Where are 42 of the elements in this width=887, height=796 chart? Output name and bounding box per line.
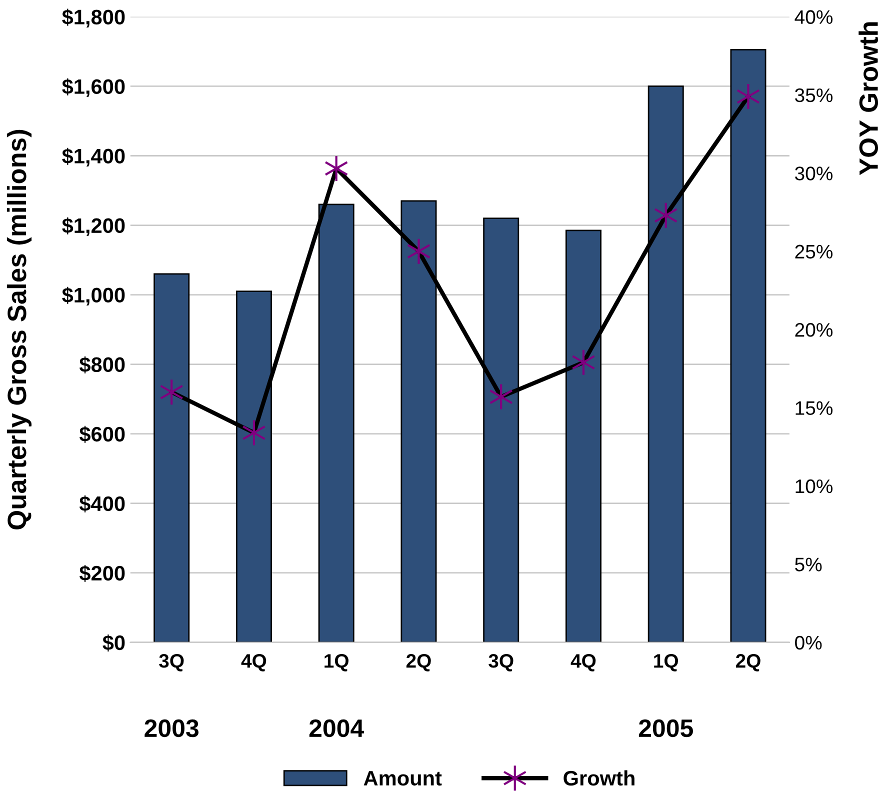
y-tick-label: $200	[79, 564, 125, 582]
y-tick-label: $400	[79, 495, 125, 512]
point	[736, 82, 760, 110]
x-tick-label: 3Q	[159, 654, 184, 672]
x-tick-label: 4Q	[570, 654, 596, 672]
text: 2003	[144, 719, 198, 738]
x-tick-label: 2Q	[736, 654, 760, 672]
x-tick-label: 1Q	[324, 654, 348, 672]
x-tick-label: 1Q	[654, 654, 678, 672]
y2-tick-label: 20%	[795, 323, 833, 337]
y-tick-label: $1,800	[62, 8, 125, 28]
y2-tick-label: 30%	[795, 166, 833, 180]
y-tick-label: $1,600	[62, 78, 125, 98]
x-tick-label: 3Q	[488, 654, 514, 672]
y-tick-label: $1,000	[62, 286, 125, 306]
y2-tick-label: 0%	[795, 636, 822, 650]
y2-tick-label: 15%	[796, 401, 833, 415]
x-tick-label: 2Q	[406, 654, 431, 672]
y-tick-label: $1,400	[62, 148, 125, 167]
point	[489, 383, 513, 410]
y2-tick-label: 25%	[795, 244, 833, 259]
legend-label: Growth	[564, 770, 634, 786]
y2-tick-label: 5%	[795, 558, 822, 572]
y-tick-label: $600	[79, 426, 125, 443]
y2-axis-title: YOY Growth	[858, 22, 878, 176]
legend-label: Amount	[364, 771, 442, 786]
y-axis-title: Quarterly Gross Sales (millions)	[6, 130, 32, 530]
y-tick-label: $800	[79, 356, 125, 374]
text: 2004	[309, 719, 364, 738]
text: 2005	[638, 719, 693, 738]
point	[406, 238, 431, 265]
point	[160, 378, 184, 406]
y-tick-label: $0	[102, 634, 125, 652]
point	[324, 154, 348, 182]
point	[242, 419, 266, 446]
y-tick-label: $1,200	[62, 217, 125, 236]
y2-tick-label: 35%	[795, 88, 833, 102]
y2-tick-label: 40%	[794, 10, 833, 24]
point	[654, 202, 678, 229]
point	[572, 348, 596, 376]
x-tick-label: 4Q	[241, 654, 266, 672]
y2-tick-label: 10%	[796, 479, 833, 494]
